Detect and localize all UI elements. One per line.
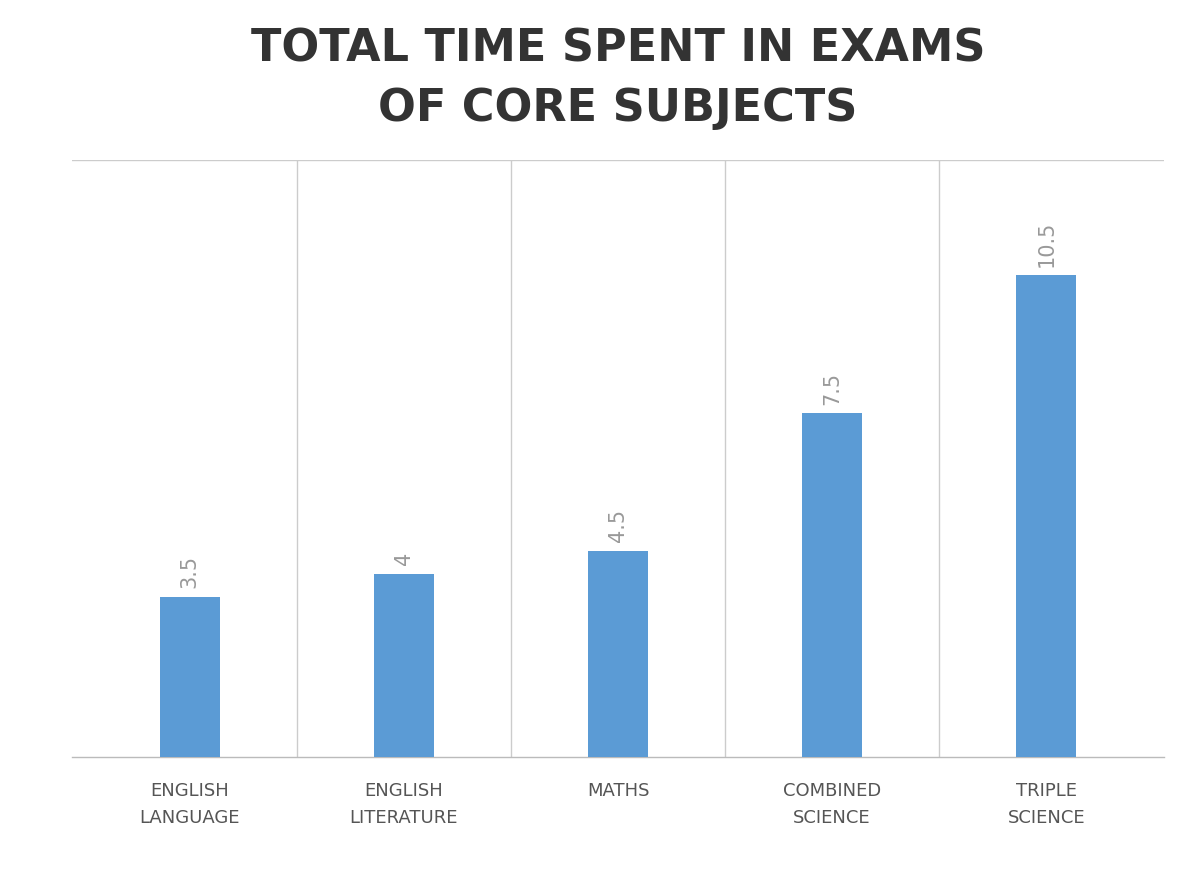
Text: 4.5: 4.5 <box>608 510 628 543</box>
Title: TOTAL TIME SPENT IN EXAMS
OF CORE SUBJECTS: TOTAL TIME SPENT IN EXAMS OF CORE SUBJEC… <box>251 28 985 130</box>
Text: 3.5: 3.5 <box>180 555 199 588</box>
Bar <box>1016 275 1076 757</box>
Bar <box>374 574 434 757</box>
Text: 4: 4 <box>394 552 414 566</box>
Text: 7.5: 7.5 <box>822 372 842 405</box>
Bar <box>160 597 220 757</box>
Bar <box>588 551 648 757</box>
Text: 10.5: 10.5 <box>1037 221 1056 267</box>
Bar <box>802 413 862 757</box>
